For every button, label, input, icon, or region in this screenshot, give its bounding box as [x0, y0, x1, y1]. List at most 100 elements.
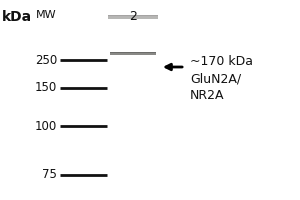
Bar: [108, 16, 158, 18]
Bar: [108, 15, 158, 17]
Bar: [108, 17, 158, 19]
Text: ~170 kDa
GluN2A/
NR2A: ~170 kDa GluN2A/ NR2A: [190, 55, 253, 102]
Bar: [108, 15, 158, 17]
Bar: [108, 15, 158, 17]
Bar: [108, 16, 158, 18]
Bar: [110, 52, 156, 54]
Bar: [108, 16, 158, 18]
Bar: [108, 16, 158, 18]
Text: 150: 150: [35, 81, 57, 94]
Bar: [108, 16, 158, 18]
Bar: [108, 16, 158, 18]
Bar: [110, 52, 156, 54]
Bar: [108, 15, 158, 17]
Bar: [108, 15, 158, 17]
Bar: [110, 53, 156, 55]
Bar: [108, 15, 158, 17]
Bar: [108, 15, 158, 17]
Bar: [108, 16, 158, 18]
Bar: [110, 53, 156, 54]
Bar: [108, 16, 158, 18]
Bar: [108, 15, 158, 17]
Bar: [108, 16, 158, 18]
Bar: [108, 16, 158, 18]
Bar: [110, 52, 156, 53]
Bar: [108, 16, 158, 18]
Text: 75: 75: [42, 168, 57, 182]
Bar: [108, 16, 158, 18]
Text: MW: MW: [36, 10, 57, 20]
Bar: [108, 15, 158, 17]
Bar: [108, 15, 158, 17]
Bar: [108, 15, 158, 17]
Bar: [108, 16, 158, 18]
Bar: [108, 16, 158, 18]
Bar: [108, 15, 158, 17]
Bar: [108, 16, 158, 18]
Bar: [108, 16, 158, 18]
Bar: [108, 15, 158, 17]
Bar: [108, 16, 158, 18]
Bar: [108, 15, 158, 17]
Bar: [110, 52, 156, 54]
Bar: [108, 15, 158, 17]
Bar: [108, 16, 158, 18]
Bar: [108, 16, 158, 18]
Bar: [108, 16, 158, 18]
Bar: [110, 53, 156, 54]
Bar: [108, 17, 158, 19]
Bar: [108, 15, 158, 17]
Text: 250: 250: [35, 53, 57, 66]
Bar: [108, 16, 158, 18]
Bar: [108, 16, 158, 18]
Text: kDa: kDa: [2, 10, 32, 24]
Bar: [108, 15, 158, 17]
Bar: [108, 16, 158, 18]
Bar: [110, 53, 156, 54]
Bar: [108, 16, 158, 18]
Bar: [108, 16, 158, 18]
Bar: [108, 15, 158, 17]
Bar: [110, 53, 156, 54]
Bar: [108, 16, 158, 18]
Bar: [108, 15, 158, 17]
Bar: [108, 16, 158, 18]
Bar: [108, 15, 158, 17]
Bar: [108, 15, 158, 17]
Bar: [108, 15, 158, 17]
Bar: [108, 16, 158, 18]
Bar: [108, 16, 158, 18]
Bar: [108, 16, 158, 18]
Bar: [110, 53, 156, 54]
Bar: [108, 16, 158, 18]
Bar: [108, 16, 158, 18]
Bar: [108, 16, 158, 18]
Bar: [108, 16, 158, 18]
Bar: [110, 52, 156, 53]
Bar: [108, 16, 158, 18]
Bar: [108, 16, 158, 18]
Text: 100: 100: [35, 119, 57, 132]
Bar: [108, 17, 158, 19]
Bar: [108, 17, 158, 19]
Bar: [108, 15, 158, 17]
Bar: [108, 16, 158, 18]
Bar: [108, 15, 158, 17]
Bar: [108, 16, 158, 18]
Bar: [108, 16, 158, 18]
Bar: [108, 16, 158, 18]
Bar: [108, 16, 158, 18]
Bar: [108, 15, 158, 17]
Bar: [108, 15, 158, 17]
Bar: [110, 52, 156, 54]
Bar: [108, 16, 158, 18]
Bar: [108, 15, 158, 17]
Bar: [108, 15, 158, 17]
Bar: [108, 15, 158, 17]
Bar: [108, 16, 158, 18]
Bar: [108, 16, 158, 18]
Bar: [110, 53, 156, 54]
Bar: [108, 15, 158, 17]
Bar: [108, 16, 158, 18]
Text: 2: 2: [129, 10, 137, 23]
